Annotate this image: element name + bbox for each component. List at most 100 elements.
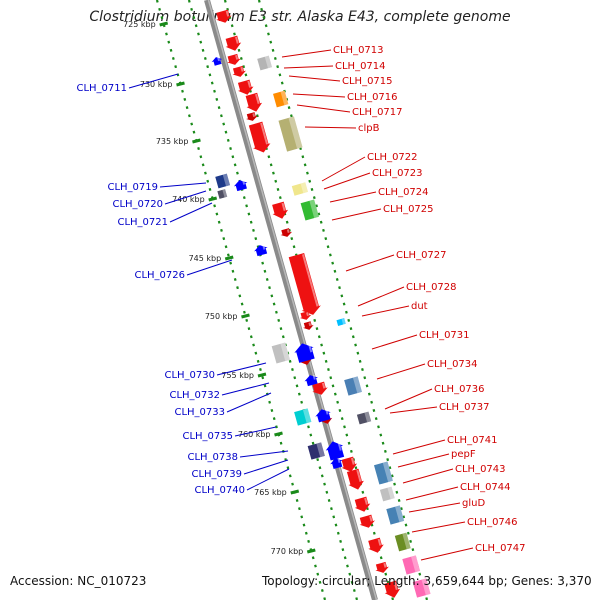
forward-label-leader (411, 521, 466, 533)
reverse-gene-label[interactable]: CLH_0738 (187, 452, 238, 463)
forward-gene-arrow[interactable] (244, 92, 264, 114)
reverse-gene-arrow[interactable] (233, 178, 249, 192)
kbp-tick-mark (224, 255, 234, 261)
outer-right-dotted-track (257, 0, 429, 600)
forward-gene-arrow[interactable] (231, 65, 247, 78)
forward-gene-label[interactable]: CLH_0715 (342, 76, 393, 87)
forward-gene-box[interactable] (356, 411, 372, 425)
reverse-label-leader (246, 468, 290, 491)
forward-gene-label[interactable]: CLH_0717 (352, 107, 403, 118)
forward-gene-label[interactable]: pepF (451, 449, 476, 460)
forward-gene-label[interactable]: dut (411, 301, 428, 312)
forward-gene-arrow[interactable] (311, 381, 330, 397)
forward-label-leader (281, 49, 332, 58)
forward-label-leader (296, 104, 351, 113)
forward-gene-arrow[interactable] (353, 496, 372, 514)
forward-gene-label[interactable]: CLH_0728 (406, 282, 457, 293)
reverse-gene-label[interactable]: CLH_0735 (182, 431, 233, 442)
reverse-gene-arrow[interactable] (329, 456, 344, 470)
reverse-gene-label[interactable]: CLH_0733 (174, 407, 225, 418)
forward-gene-arrow[interactable] (214, 9, 233, 25)
forward-gene-arrow[interactable] (382, 580, 402, 600)
forward-gene-box[interactable] (379, 486, 395, 502)
forward-gene-arrow[interactable] (247, 121, 272, 155)
forward-gene-box[interactable] (278, 116, 303, 152)
forward-label-leader (408, 502, 461, 513)
reverse-gene-box[interactable] (215, 173, 231, 189)
forward-gene-label[interactable]: clpB (358, 123, 380, 134)
forward-gene-label[interactable]: CLH_0737 (439, 402, 490, 413)
forward-gene-arrow[interactable] (287, 252, 323, 317)
forward-gene-box[interactable] (257, 55, 272, 71)
forward-gene-box[interactable] (273, 90, 289, 108)
reverse-gene-arrow[interactable] (292, 341, 316, 364)
reverse-gene-label[interactable]: CLH_0719 (107, 182, 158, 193)
kbp-tick-mark (192, 138, 201, 144)
forward-gene-arrow[interactable] (366, 537, 385, 555)
forward-gene-box[interactable] (336, 318, 346, 326)
forward-gene-arrow[interactable] (374, 561, 390, 574)
kbp-tick-label: 745 kbp (189, 254, 222, 263)
forward-gene-box[interactable] (386, 505, 405, 525)
reverse-gene-box[interactable] (294, 408, 312, 426)
forward-label-leader (304, 126, 357, 129)
reverse-gene-label[interactable]: CLH_0711 (76, 83, 127, 94)
forward-gene-box[interactable] (394, 532, 411, 552)
kbp-tick-label: 765 kbp (254, 488, 287, 497)
forward-gene-label[interactable]: CLH_0714 (335, 61, 386, 72)
reverse-gene-label[interactable]: CLH_0732 (169, 390, 220, 401)
reverse-features (211, 56, 346, 470)
forward-gene-box[interactable] (402, 555, 421, 575)
forward-gene-arrow[interactable] (345, 468, 366, 492)
forward-gene-arrow[interactable] (279, 228, 293, 239)
forward-gene-label[interactable]: CLH_0716 (347, 92, 398, 103)
forward-gene-label[interactable]: CLH_0713 (333, 45, 384, 56)
forward-gene-box[interactable] (373, 461, 393, 485)
reverse-gene-arrow[interactable] (324, 439, 346, 461)
forward-gene-arrow[interactable] (245, 112, 259, 123)
forward-gene-arrow[interactable] (224, 35, 243, 53)
forward-gene-label[interactable]: gluD (462, 498, 485, 509)
forward-gene-box[interactable] (291, 182, 308, 196)
reverse-gene-arrow[interactable] (211, 56, 224, 67)
forward-gene-box[interactable] (412, 578, 431, 598)
forward-gene-box[interactable] (344, 376, 362, 396)
forward-gene-arrow[interactable] (340, 456, 359, 474)
forward-gene-label[interactable]: CLH_0741 (447, 435, 498, 446)
forward-gene-label[interactable]: CLH_0734 (427, 359, 478, 370)
kbp-tick-mark (176, 81, 185, 87)
forward-gene-arrow[interactable] (358, 514, 377, 530)
forward-gene-label[interactable]: CLH_0723 (372, 168, 423, 179)
reverse-gene-box[interactable] (271, 342, 290, 364)
reverse-gene-label[interactable]: CLH_0740 (194, 485, 245, 496)
accession-text: Accession: NC_010723 (10, 574, 147, 588)
forward-gene-label[interactable]: CLH_0725 (383, 204, 434, 215)
forward-gene-label[interactable]: CLH_0724 (378, 187, 429, 198)
forward-gene-arrow[interactable] (299, 311, 313, 322)
forward-gene-arrow[interactable] (226, 53, 242, 66)
forward-gene-label[interactable]: CLH_0744 (460, 482, 511, 493)
reverse-gene-label[interactable]: CLH_0730 (164, 370, 215, 381)
forward-gene-label[interactable]: CLH_0731 (419, 330, 470, 341)
reverse-gene-arrow[interactable] (303, 373, 319, 387)
reverse-gene-label[interactable]: CLH_0739 (191, 469, 242, 480)
forward-gene-box[interactable] (300, 199, 319, 221)
forward-gene-label[interactable]: CLH_0743 (455, 464, 506, 475)
forward-gene-label[interactable]: CLH_0747 (475, 543, 526, 554)
forward-gene-arrow[interactable] (236, 79, 255, 97)
reverse-gene-box[interactable] (217, 189, 228, 199)
forward-label-leader (397, 453, 450, 468)
reverse-gene-arrow[interactable] (253, 243, 269, 257)
reverse-gene-label[interactable]: CLH_0721 (117, 217, 168, 228)
forward-gene-label[interactable]: CLH_0727 (396, 250, 447, 261)
reverse-gene-arrow[interactable] (314, 407, 333, 423)
forward-gene-arrow[interactable] (302, 321, 315, 332)
forward-gene-label[interactable]: CLH_0736 (434, 384, 485, 395)
forward-gene-arrow[interactable] (270, 201, 290, 221)
reverse-gene-label[interactable]: CLH_0720 (112, 199, 163, 210)
reverse-gene-box[interactable] (307, 442, 325, 460)
reverse-gene-label[interactable]: CLH_0726 (134, 270, 185, 281)
forward-label-leader (420, 547, 474, 561)
forward-gene-label[interactable]: CLH_0722 (367, 152, 418, 163)
forward-gene-label[interactable]: CLH_0746 (467, 517, 518, 528)
